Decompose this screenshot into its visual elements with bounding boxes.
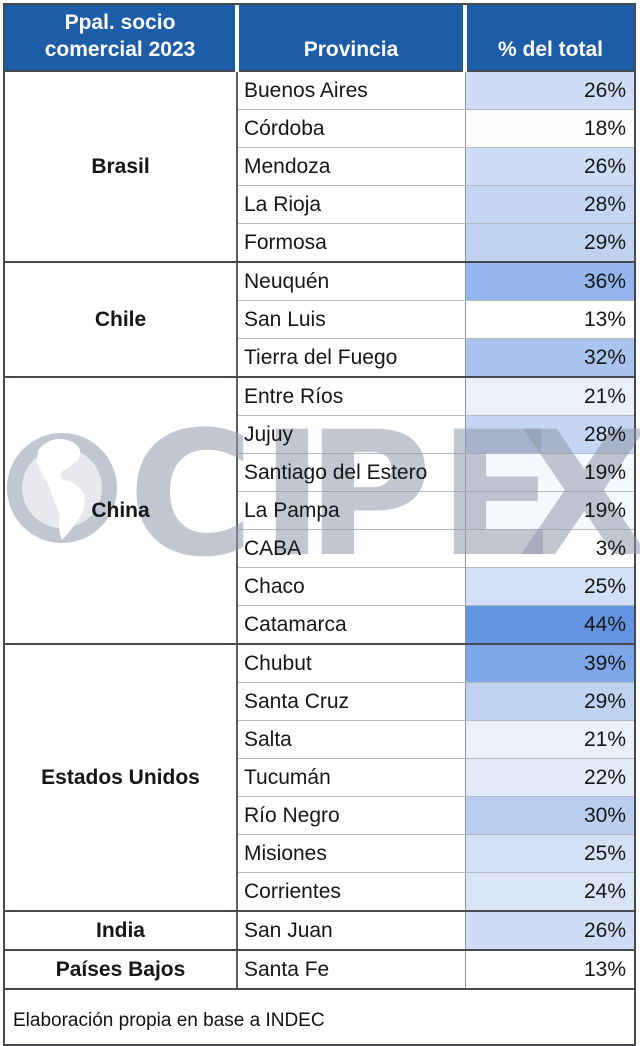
- province-cell: Río Negro: [237, 796, 466, 835]
- country-cell-india: India: [5, 911, 238, 951]
- pct-cell: 36%: [465, 262, 634, 301]
- pct-cell: 3%: [465, 529, 634, 568]
- table-row: Chile Neuquén 36%: [5, 262, 634, 378]
- table-row: Misiones 25%: [5, 834, 634, 873]
- trade-partners-table: Ppal. socio comercial 2023 Provincia % d…: [5, 5, 634, 990]
- province-cell: Salta: [237, 720, 466, 759]
- table-row: Tucumán 22%: [5, 758, 634, 797]
- pct-cell: 30%: [465, 796, 634, 835]
- country-cell-chile: Chile: [5, 262, 238, 378]
- header-main-partner-line1: Ppal. socio: [64, 11, 176, 34]
- pct-cell: 32%: [465, 338, 634, 378]
- province-cell: Catamarca: [237, 605, 466, 645]
- province-cell: Buenos Aires: [237, 71, 466, 110]
- pct-cell: 26%: [465, 71, 634, 110]
- header-pct-total: % del total: [463, 5, 634, 72]
- pct-cell: 28%: [465, 415, 634, 454]
- table-row: Jujuy 28%: [5, 415, 634, 454]
- province-cell: Mendoza: [237, 147, 466, 186]
- table-row: Santa Cruz 29%: [5, 682, 634, 721]
- pct-cell: 18%: [465, 109, 634, 148]
- pct-cell: 21%: [465, 720, 634, 759]
- pct-cell: 19%: [465, 453, 634, 492]
- province-cell: San Luis: [237, 300, 466, 339]
- country-cell-estados-unidos: Estados Unidos: [5, 644, 238, 912]
- table-row: China Entre Ríos 21%: [5, 377, 634, 645]
- screenshot-root: { "header": { "col1_line1": "Ppal. socio…: [3, 3, 640, 1046]
- province-cell: Corrientes: [237, 872, 466, 912]
- province-cell: Neuquén: [237, 262, 466, 301]
- province-cell: Misiones: [237, 834, 466, 873]
- header-row: Ppal. socio comercial 2023 Provincia % d…: [5, 5, 634, 72]
- province-cell: Santiago del Estero: [237, 453, 466, 492]
- pct-cell: 44%: [465, 605, 634, 645]
- pct-cell: 24%: [465, 872, 634, 912]
- pct-cell: 13%: [465, 950, 634, 990]
- table-row: Países Bajos Santa Fe 13%: [5, 950, 634, 990]
- pct-cell: 29%: [465, 223, 634, 263]
- table-row: Río Negro 30%: [5, 796, 634, 835]
- header-provincia: Provincia: [235, 5, 465, 72]
- table-row: Corrientes 24%: [5, 872, 634, 912]
- pct-cell: 28%: [465, 185, 634, 224]
- province-cell: San Juan: [237, 911, 466, 951]
- table-row: India San Juan 26%: [5, 911, 634, 951]
- header-main-partner-line2: comercial 2023: [44, 38, 196, 61]
- pct-cell: 13%: [465, 300, 634, 339]
- province-cell: Santa Fe: [237, 950, 466, 990]
- province-cell: Entre Ríos: [237, 377, 466, 416]
- province-cell: La Rioja: [237, 185, 466, 224]
- table-row: San Luis 13%: [5, 300, 634, 339]
- table-row: Mendoza 26%: [5, 147, 634, 186]
- province-cell: Chubut: [237, 644, 466, 683]
- table-row: Chaco 25%: [5, 567, 634, 606]
- province-cell: Córdoba: [237, 109, 466, 148]
- source-note-area: Elaboración propia en base a INDEC: [5, 990, 634, 1044]
- pct-cell: 25%: [465, 834, 634, 873]
- table-row: Tierra del Fuego 32%: [5, 338, 634, 378]
- table-frame: Ppal. socio comercial 2023 Provincia % d…: [3, 3, 636, 1046]
- pct-cell: 22%: [465, 758, 634, 797]
- table-row: Brasil Buenos Aires 26%: [5, 71, 634, 263]
- pct-cell: 25%: [465, 567, 634, 606]
- pct-cell: 29%: [465, 682, 634, 721]
- country-cell-paises-bajos: Países Bajos: [5, 950, 238, 990]
- header-main-partner: Ppal. socio comercial 2023: [5, 5, 237, 72]
- table-row: Santiago del Estero 19%: [5, 453, 634, 492]
- province-cell: Tucumán: [237, 758, 466, 797]
- source-note: Elaboración propia en base a INDEC: [13, 1010, 325, 1031]
- table-row: La Pampa 19%: [5, 491, 634, 530]
- table-row: Catamarca 44%: [5, 605, 634, 645]
- province-cell: Jujuy: [237, 415, 466, 454]
- table-row: CABA 3%: [5, 529, 634, 568]
- pct-cell: 19%: [465, 491, 634, 530]
- province-cell: La Pampa: [237, 491, 466, 530]
- province-cell: Tierra del Fuego: [237, 338, 466, 378]
- pct-cell: 21%: [465, 377, 634, 416]
- country-cell-china: China: [5, 377, 238, 645]
- pct-cell: 26%: [465, 911, 634, 951]
- table-row: Salta 21%: [5, 720, 634, 759]
- pct-cell: 39%: [465, 644, 634, 683]
- country-cell-brasil: Brasil: [5, 71, 238, 263]
- province-cell: Formosa: [237, 223, 466, 263]
- province-cell: CABA: [237, 529, 466, 568]
- table-row: Estados Unidos Chubut 39%: [5, 644, 634, 912]
- province-cell: Chaco: [237, 567, 466, 606]
- pct-cell: 26%: [465, 147, 634, 186]
- province-cell: Santa Cruz: [237, 682, 466, 721]
- table-row: Córdoba 18%: [5, 109, 634, 148]
- table-row: Formosa 29%: [5, 223, 634, 263]
- table-row: La Rioja 28%: [5, 185, 634, 224]
